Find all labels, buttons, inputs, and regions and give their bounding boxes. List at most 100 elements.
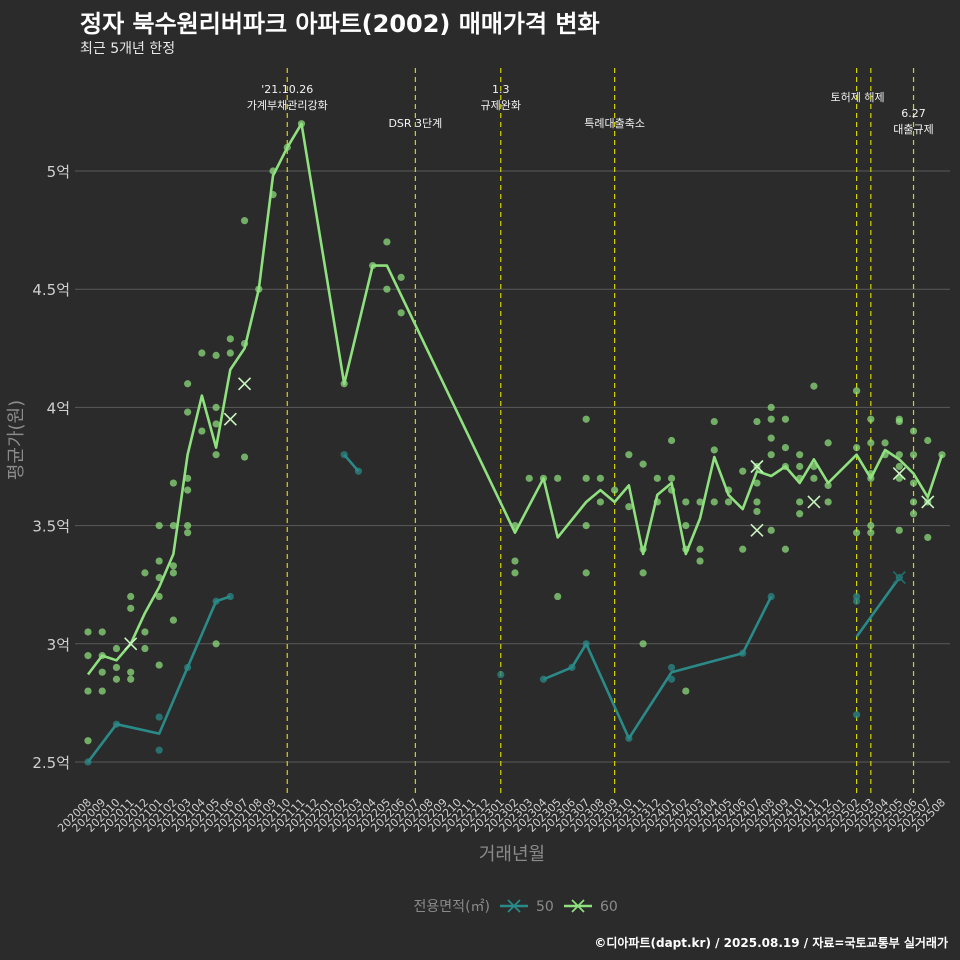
data-point <box>98 668 106 676</box>
data-point <box>383 238 391 246</box>
y-tick-label: 5억 <box>47 163 70 181</box>
data-point <box>682 498 690 506</box>
data-point <box>924 436 932 445</box>
y-tick-label: 3억 <box>47 636 70 654</box>
data-point <box>141 569 149 577</box>
data-point <box>895 462 903 471</box>
data-point <box>582 522 590 530</box>
data-point <box>198 427 206 435</box>
data-point <box>909 427 918 435</box>
data-point <box>84 737 92 745</box>
avg-marker <box>892 571 906 585</box>
data-point <box>796 498 804 506</box>
data-point <box>767 403 775 411</box>
data-point <box>383 285 391 293</box>
event-label: 1.3 <box>492 83 510 96</box>
data-point <box>127 668 135 676</box>
data-point <box>184 474 192 482</box>
data-point <box>909 498 918 506</box>
data-point <box>881 439 889 447</box>
y-tick-label: 2.5억 <box>32 754 70 772</box>
data-point <box>397 273 405 281</box>
event-label: 6.27 <box>901 107 926 120</box>
data-point <box>696 545 704 553</box>
avg-marker <box>223 412 237 426</box>
data-point <box>767 434 775 442</box>
data-point <box>212 640 220 648</box>
data-point <box>155 713 163 721</box>
data-point <box>667 474 676 482</box>
data-point <box>554 592 562 601</box>
event-label: 규제완화 <box>481 99 521 112</box>
event-label: 토허제 해제 <box>831 90 885 104</box>
data-point <box>169 616 177 624</box>
data-point <box>767 415 775 423</box>
data-point <box>853 387 861 395</box>
legend-label: 50 <box>536 899 554 915</box>
data-point <box>98 687 106 695</box>
data-point <box>554 474 562 482</box>
data-point <box>639 460 647 468</box>
data-point <box>155 557 163 565</box>
data-point <box>596 474 605 482</box>
data-point <box>781 545 790 553</box>
y-tick-label: 4억 <box>47 399 70 417</box>
data-point <box>895 451 903 459</box>
data-point <box>84 687 92 695</box>
data-point <box>169 562 177 570</box>
data-point <box>653 474 661 482</box>
chart-subtitle: 최근 5개년 한정 <box>80 41 176 57</box>
avg-marker <box>892 467 906 481</box>
legend-item-50: 50 <box>500 899 554 915</box>
data-point <box>867 522 875 530</box>
data-point <box>909 479 918 487</box>
data-point <box>582 569 590 577</box>
data-point <box>127 604 135 612</box>
data-point <box>497 670 505 679</box>
data-point <box>667 663 676 672</box>
legend-swatch-x <box>507 899 521 913</box>
data-point <box>155 592 163 601</box>
data-point <box>667 436 676 445</box>
event-label: 가계부채관리강화 <box>247 99 328 112</box>
data-point <box>84 652 92 660</box>
series-line <box>86 122 944 676</box>
data-point <box>112 663 121 672</box>
data-point <box>753 498 761 506</box>
data-point <box>184 522 192 530</box>
data-point <box>169 569 177 577</box>
data-point <box>682 522 690 530</box>
avg-marker <box>921 495 935 509</box>
data-point <box>796 451 804 459</box>
data-point <box>853 529 861 537</box>
data-point <box>611 486 619 494</box>
data-point <box>141 644 149 653</box>
data-point <box>810 382 818 390</box>
data-point <box>596 498 605 506</box>
data-point <box>240 217 249 225</box>
series-line <box>855 576 901 638</box>
data-point <box>895 526 903 534</box>
data-point <box>767 526 775 534</box>
event-label: '21.10.26 <box>261 83 313 96</box>
data-point <box>867 529 875 537</box>
data-point <box>525 474 533 482</box>
data-point <box>753 479 761 487</box>
data-point <box>853 443 861 452</box>
data-point <box>625 503 633 511</box>
data-point <box>867 415 875 423</box>
data-point <box>212 420 220 428</box>
legend-item-60: 60 <box>564 899 618 915</box>
data-point <box>639 640 647 648</box>
data-point <box>582 415 590 423</box>
data-point <box>753 417 761 426</box>
data-point <box>240 453 249 461</box>
data-point <box>781 415 790 423</box>
data-point <box>853 711 861 719</box>
event-label: DSR 3단계 <box>388 117 442 130</box>
data-point <box>853 597 861 605</box>
data-point <box>127 675 135 683</box>
data-point <box>909 510 918 518</box>
series-line <box>542 595 773 740</box>
